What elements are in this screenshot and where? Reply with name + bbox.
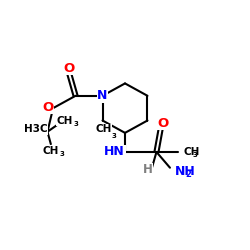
Text: CH: CH xyxy=(184,147,200,157)
Text: HN: HN xyxy=(104,146,125,158)
Text: O: O xyxy=(63,62,74,75)
Text: CH: CH xyxy=(56,116,72,126)
Text: CH: CH xyxy=(43,146,59,156)
Text: O: O xyxy=(42,100,54,114)
Text: 3: 3 xyxy=(193,152,198,158)
Text: NH: NH xyxy=(174,164,195,177)
Text: H3C: H3C xyxy=(24,124,48,134)
Text: O: O xyxy=(158,117,169,130)
Text: 3: 3 xyxy=(59,151,64,157)
Text: 2: 2 xyxy=(186,170,192,179)
Text: N: N xyxy=(97,89,108,102)
Text: H: H xyxy=(142,164,152,176)
Text: 3: 3 xyxy=(112,133,116,139)
Text: 3: 3 xyxy=(73,121,78,127)
Text: CH: CH xyxy=(96,124,112,134)
